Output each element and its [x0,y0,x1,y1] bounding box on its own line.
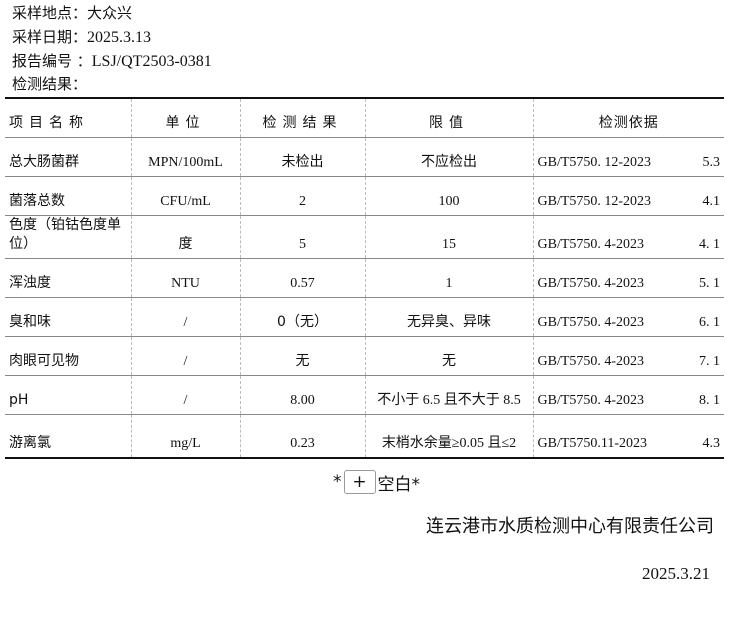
report-value: LSJ/QT2503-0381 [91,53,212,70]
result: 未检出 [239,137,365,177]
method-standard: GB/T5750.11-2023 [537,436,648,451]
method: GB/T5750. 12-2023 4.1 [532,176,724,216]
report-number: 报告编号 ：LSJ/QT2503-0381 [12,51,212,72]
report-body: 项目名称 单位 检测结果 限值 检测依据 总大肠菌群 MPN/100mL 未检出… [5,97,724,585]
limit: 不小于 6.5 且不大于 8.5 [364,375,533,415]
table-row: 总大肠菌群 MPN/100mL 未检出 不应检出 GB/T5750. 12-20… [5,137,724,177]
method-clause: 4.3 [702,436,721,451]
table-row: 浑浊度 NTU 0.57 1 GB/T5750. 4-2023 5. 1 [5,258,724,298]
table-row: pH / 8.00 不小于 6.5 且不大于 8.5 GB/T5750. 4-2… [5,375,724,415]
item-name: 总大肠菌群 [5,137,131,177]
item-name: 游离氯 [9,435,51,451]
item-name: 菌落总数 [5,176,131,216]
method: GB/T5750. 4-2023 6. 1 [532,297,724,337]
results-table: 项目名称 单位 检测结果 限值 检测依据 总大肠菌群 MPN/100mL 未检出… [5,97,724,459]
item-name: 肉眼可见物 [5,336,131,376]
col-method: 检测依据 [532,98,724,138]
col-item: 项目名称 [5,98,131,138]
sampling-site: 采样地点：大众兴 [12,3,132,24]
limit: 末梢水余量≥0.05 且≤2 [364,414,533,458]
unit: MPN/100mL [130,137,240,177]
method-standard: GB/T5750. 4-2023 [537,315,645,330]
result: 无 [239,336,365,376]
results-label: 检测结果： [12,75,88,93]
method-clause: 6. 1 [699,315,720,330]
method-standard: GB/T5750. 4-2023 [537,393,645,408]
method: GB/T5750. 12-2023 5.3 [532,137,724,177]
method-clause: 7. 1 [699,354,720,369]
method-clause: 5. 1 [699,276,720,291]
col-unit: 单位 [130,98,240,138]
site-label: 采样地点： [12,4,88,22]
method: GB/T5750.11-2023 4.3 [532,414,724,458]
result: 0.23 [239,414,365,458]
blank-prefix: * [333,472,342,492]
method-standard: GB/T5750. 4-2023 [537,354,645,369]
method: GB/T5750. 4-2023 5. 1 [532,258,724,298]
report-date: 2025.3.21 [642,564,710,583]
unit: 度 [130,215,240,259]
unit: / [130,375,240,415]
item-name: pH [5,375,131,415]
table-row: 菌落总数 CFU/mL 2 100 GB/T5750. 12-2023 4.1 [5,176,724,216]
method: GB/T5750. 4-2023 8. 1 [532,375,724,415]
item-name: 臭和味 [5,297,131,337]
company-name: 连云港市水质检测中心有限责任公司 [426,516,714,537]
method: GB/T5750. 4-2023 4. 1 [532,215,724,259]
limit: 无异臭、异味 [364,297,533,337]
table-row: 游离氯 mg/L 0.23 末梢水余量≥0.05 且≤2 GB/T5750.11… [5,414,724,458]
add-button[interactable]: + [343,470,376,494]
result: 2 [239,176,365,216]
unit: NTU [130,258,240,298]
method-clause: 8. 1 [699,393,720,408]
date-label: 采样日期： [12,28,88,46]
method-standard: GB/T5750. 12-2023 [537,155,652,170]
method-clause: 4. 1 [699,237,720,252]
limit: 100 [364,176,533,216]
unit: CFU/mL [130,176,240,216]
method-standard: GB/T5750. 12-2023 [537,194,652,209]
unit: / [130,336,240,376]
limit: 不应检出 [364,137,533,177]
limit: 1 [364,258,533,298]
site-value: 大众兴 [87,4,133,22]
date-value: 2025.3.13 [87,29,152,46]
unit: / [130,297,240,337]
result: 0（无） [239,297,365,337]
report-label: 报告编号 ： [12,52,92,70]
col-result: 检测结果 [239,98,365,138]
method: GB/T5750. 4-2023 7. 1 [532,336,724,376]
limit: 无 [364,336,533,376]
blank-text: 空白* [377,474,421,495]
sampling-date: 采样日期：2025.3.13 [12,27,151,48]
limit: 15 [364,215,533,259]
result: 8.00 [239,375,365,415]
table-row: 臭和味 / 0（无） 无异臭、异味 GB/T5750. 4-2023 6. 1 [5,297,724,337]
table-row: 色度（铂钴色度单位） 度 5 15 GB/T5750. 4-2023 4. 1 [5,215,724,259]
unit: mg/L [130,414,240,458]
method-clause: 4.1 [702,194,721,209]
blank-marker: * + 空白* [333,469,724,495]
method-clause: 5.3 [702,155,721,170]
method-standard: GB/T5750. 4-2023 [537,276,645,291]
col-limit: 限值 [364,98,533,138]
table-row: 肉眼可见物 / 无 无 GB/T5750. 4-2023 7. 1 [5,336,724,376]
item-name: 浑浊度 [5,258,131,298]
method-standard: GB/T5750. 4-2023 [537,237,645,252]
item-name: 色度（铂钴色度单位） [5,215,131,259]
result: 5 [239,215,365,259]
result: 0.57 [239,258,365,298]
